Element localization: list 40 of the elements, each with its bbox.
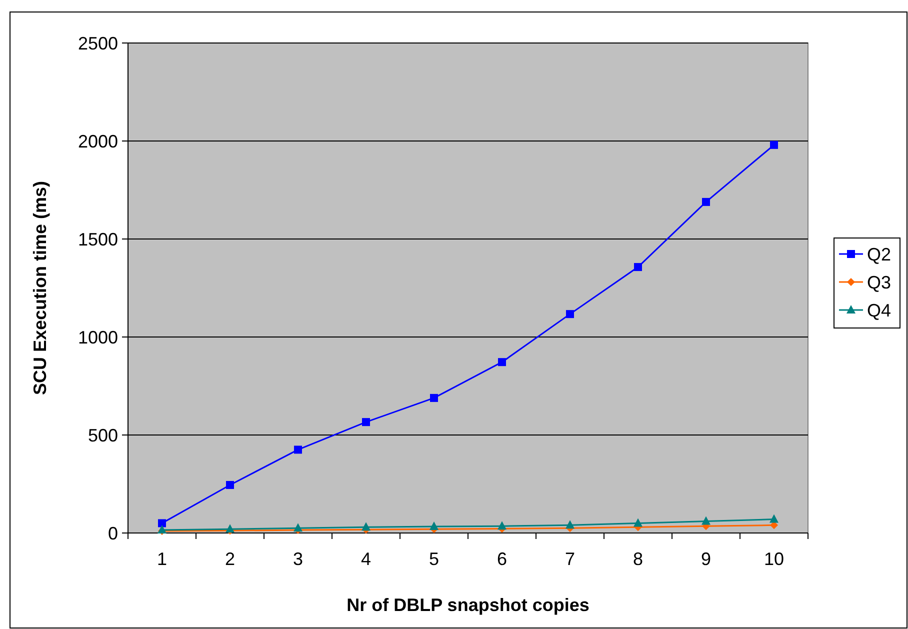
x-tick-label: 9 — [700, 549, 712, 569]
point — [702, 516, 710, 525]
y-tick-label: 1500 — [78, 229, 118, 250]
x-tick-label: 10 — [764, 549, 784, 569]
y-tick-label: 2000 — [78, 131, 118, 152]
point — [226, 480, 234, 489]
point — [770, 514, 778, 523]
point — [294, 523, 302, 532]
legend-label: Q4 — [867, 300, 892, 320]
y-tick-label: 1000 — [78, 327, 118, 348]
legend-label: Q3 — [867, 272, 892, 292]
point — [566, 520, 574, 529]
point — [702, 198, 710, 206]
point — [362, 418, 370, 426]
y-tick-label: 2500 — [78, 33, 118, 54]
legend-label: Q2 — [867, 244, 892, 264]
x-tick-label: 7 — [564, 549, 576, 569]
y-axis-title: SCU Execution time (ms) — [30, 180, 50, 396]
point — [158, 519, 166, 528]
point — [362, 522, 370, 531]
x-tick-label: 6 — [496, 549, 508, 569]
point — [430, 394, 438, 402]
x-tick-label: 3 — [292, 549, 304, 569]
point — [770, 140, 778, 149]
point — [226, 524, 234, 533]
x-tick-label: 2 — [224, 549, 236, 569]
point — [634, 518, 642, 527]
point — [430, 522, 438, 530]
point — [498, 521, 506, 530]
x-tick-label: 5 — [428, 549, 440, 569]
x-tick-label: 4 — [360, 549, 372, 569]
point — [634, 263, 642, 272]
y-tick-label: 0 — [108, 523, 118, 544]
x-tick-label: 1 — [156, 549, 168, 569]
point — [498, 358, 506, 366]
point — [294, 446, 302, 454]
point — [566, 310, 574, 318]
y-tick-label: 500 — [88, 425, 118, 446]
x-tick-label: 8 — [632, 549, 644, 569]
x-axis-title: Nr of DBLP snapshot copies — [346, 595, 590, 615]
